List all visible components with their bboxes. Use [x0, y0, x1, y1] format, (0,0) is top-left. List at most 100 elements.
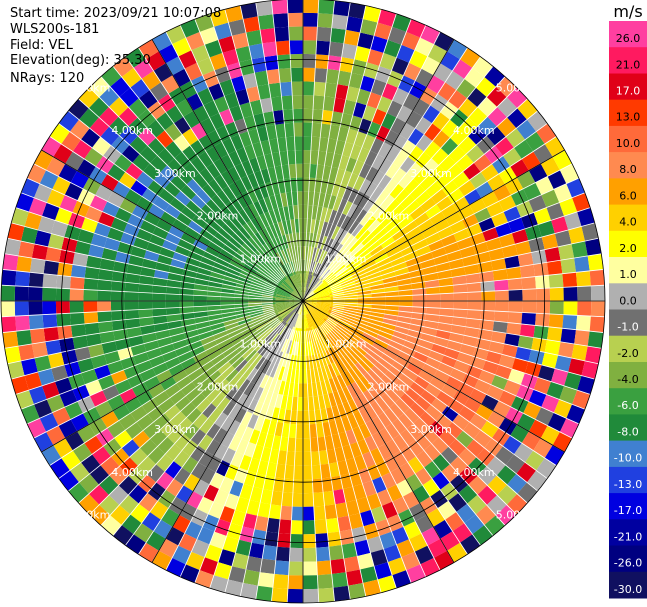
velocity-gate — [415, 190, 431, 206]
velocity-gate — [494, 279, 509, 291]
velocity-gate — [196, 325, 212, 335]
velocity-gate — [446, 340, 463, 352]
velocity-gate — [415, 345, 432, 357]
velocity-gate — [293, 382, 299, 397]
velocity-gate — [425, 181, 442, 198]
velocity-gate — [484, 145, 503, 164]
velocity-gate — [172, 251, 188, 263]
velocity-gate — [265, 225, 276, 240]
velocity-gate — [136, 228, 153, 242]
velocity-gate — [315, 339, 323, 354]
velocity-gate — [394, 325, 410, 335]
velocity-gate — [263, 390, 274, 406]
velocity-gate — [248, 43, 265, 60]
velocity-gate — [199, 557, 219, 576]
ray-line — [2, 303, 274, 333]
velocity-gate — [357, 194, 371, 209]
velocity-gate — [229, 215, 243, 230]
velocity-gate — [136, 360, 153, 374]
velocity-gate — [260, 558, 276, 574]
velocity-gate — [156, 218, 173, 233]
velocity-gate — [52, 176, 71, 195]
velocity-gate — [356, 496, 371, 514]
ring-label: 1.00km — [240, 252, 282, 265]
velocity-gate — [121, 144, 140, 163]
velocity-gate — [139, 438, 158, 457]
ring-label: 4.00km — [111, 124, 153, 137]
velocity-gate — [132, 430, 150, 448]
ray-line — [331, 192, 586, 291]
velocity-gate — [207, 349, 223, 361]
velocity-gate — [196, 209, 212, 224]
velocity-gate — [409, 50, 428, 69]
velocity-gate — [425, 286, 441, 295]
velocity-gate — [321, 270, 333, 282]
velocity-gate — [375, 460, 391, 477]
velocity-gate — [405, 387, 421, 402]
velocity-gate — [201, 203, 216, 219]
velocity-gate — [406, 423, 423, 440]
velocity-gate — [391, 360, 407, 374]
velocity-gate — [540, 156, 560, 177]
velocity-gate — [49, 123, 70, 144]
velocity-gate — [133, 59, 154, 79]
velocity-gate — [462, 254, 478, 267]
velocity-gate — [149, 234, 166, 247]
velocity-gate — [447, 188, 465, 204]
velocity-gate — [211, 326, 227, 336]
velocity-gate — [303, 588, 319, 603]
velocity-gate — [128, 335, 144, 348]
velocity-gate — [311, 311, 321, 324]
velocity-gate — [447, 39, 468, 60]
velocity-gate — [574, 329, 590, 347]
velocity-gate — [33, 399, 53, 419]
velocity-gate — [473, 154, 492, 172]
velocity-gate — [273, 222, 282, 237]
velocity-gate — [362, 332, 377, 343]
velocity-gate — [175, 190, 191, 206]
velocity-gate — [226, 325, 241, 335]
velocity-gate — [81, 217, 98, 234]
velocity-gate — [376, 257, 391, 268]
velocity-gate — [464, 397, 482, 414]
velocity-gate — [345, 569, 363, 586]
velocity-gate — [335, 84, 349, 100]
velocity-gate — [364, 328, 379, 339]
velocity-gate — [399, 214, 415, 229]
velocity-gate — [453, 308, 468, 319]
velocity-gate — [319, 322, 329, 335]
velocity-gate — [196, 267, 212, 277]
velocity-gate — [368, 318, 383, 327]
velocity-gate — [456, 154, 474, 172]
velocity-gate — [136, 171, 154, 188]
velocity-gate — [303, 0, 319, 14]
velocity-gate — [262, 290, 277, 296]
velocity-gate — [358, 229, 371, 243]
velocity-gate — [309, 277, 318, 290]
velocity-gate — [316, 304, 330, 310]
velocity-gate — [440, 234, 457, 247]
velocity-gate — [348, 239, 362, 253]
velocity-gate — [240, 583, 258, 600]
velocity-gate — [234, 303, 249, 309]
velocity-gate — [246, 220, 259, 235]
velocity-gate — [261, 360, 272, 375]
velocity-gate — [345, 16, 363, 33]
velocity-gate — [239, 245, 252, 258]
velocity-gate — [438, 277, 454, 287]
velocity-gate — [128, 117, 147, 136]
velocity-gate — [275, 351, 284, 366]
velocity-gate — [433, 31, 454, 52]
velocity-gate — [303, 424, 311, 439]
velocity-gate — [179, 301, 194, 308]
velocity-gate — [268, 256, 279, 269]
velocity-gate — [219, 506, 236, 523]
velocity-gate — [386, 514, 404, 532]
velocity-gate — [240, 2, 258, 19]
velocity-gate — [283, 248, 291, 263]
velocity-gate — [179, 288, 194, 296]
velocity-gate — [326, 448, 338, 464]
velocity-gate — [156, 112, 174, 131]
velocity-gate — [235, 229, 248, 243]
velocity-gate — [258, 388, 269, 404]
